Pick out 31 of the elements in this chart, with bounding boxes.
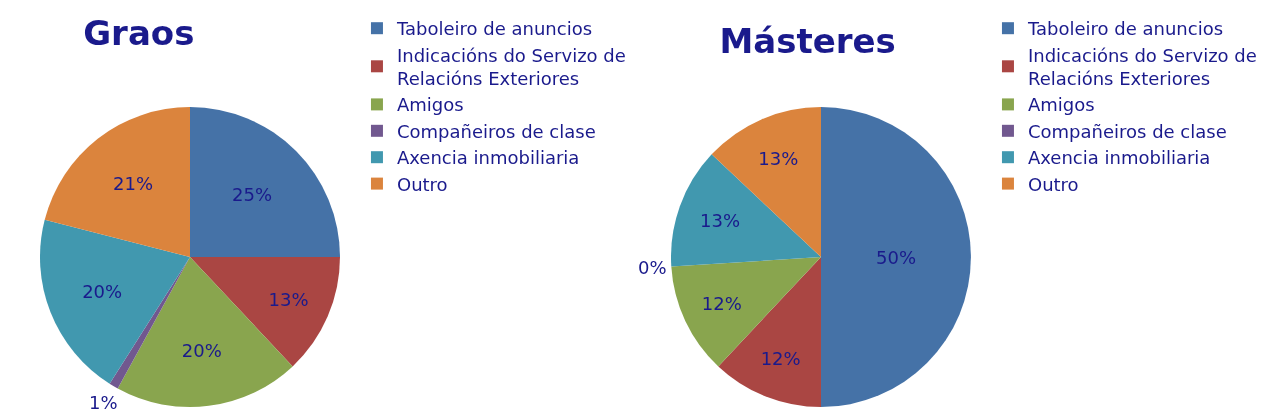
legend-label: Compañeiros de clase bbox=[396, 120, 596, 142]
legend-label: Taboleiro de anuncios bbox=[395, 18, 593, 40]
text: 0% bbox=[638, 257, 667, 278]
legend-label: Taboleiro de anuncios bbox=[1026, 18, 1224, 40]
data-label: 13% bbox=[699, 210, 740, 232]
legend-label: Compañeiros de clase bbox=[1027, 120, 1227, 142]
legend-label: Amigos bbox=[396, 94, 464, 116]
pie-slice bbox=[189, 107, 340, 258]
chart-title: Másteres bbox=[719, 21, 896, 62]
legend-label: Outro bbox=[1027, 173, 1079, 195]
data-label: 21% bbox=[112, 173, 153, 195]
data-label: 20% bbox=[181, 340, 222, 362]
pie-slice bbox=[820, 107, 971, 408]
pie-slice bbox=[44, 107, 190, 258]
legend-label: Amigos bbox=[1027, 94, 1095, 116]
legend-label: Indicacións do Servizo de Relacións Exteriores bbox=[1027, 44, 1257, 90]
legend-label: Indicacións do Servizo de Relacións Exteriores bbox=[396, 44, 626, 90]
data-label: 12% bbox=[701, 293, 742, 315]
data-label: 50% bbox=[875, 246, 916, 268]
data-label: 20% bbox=[82, 281, 123, 303]
legend-label: Axencia inmobiliaria bbox=[396, 147, 580, 169]
pie-slice bbox=[671, 257, 821, 367]
data-label: 12% bbox=[760, 348, 801, 370]
chart-title: Graos bbox=[83, 12, 195, 53]
legend-label: Outro bbox=[396, 173, 448, 195]
legend-label: Axencia inmobiliaria bbox=[1027, 147, 1211, 169]
data-label: 25% bbox=[232, 184, 273, 206]
data-label: 13% bbox=[268, 289, 309, 311]
data-label: 13% bbox=[758, 148, 799, 170]
data-label: 1% bbox=[89, 392, 118, 413]
pie-slice bbox=[671, 154, 821, 267]
